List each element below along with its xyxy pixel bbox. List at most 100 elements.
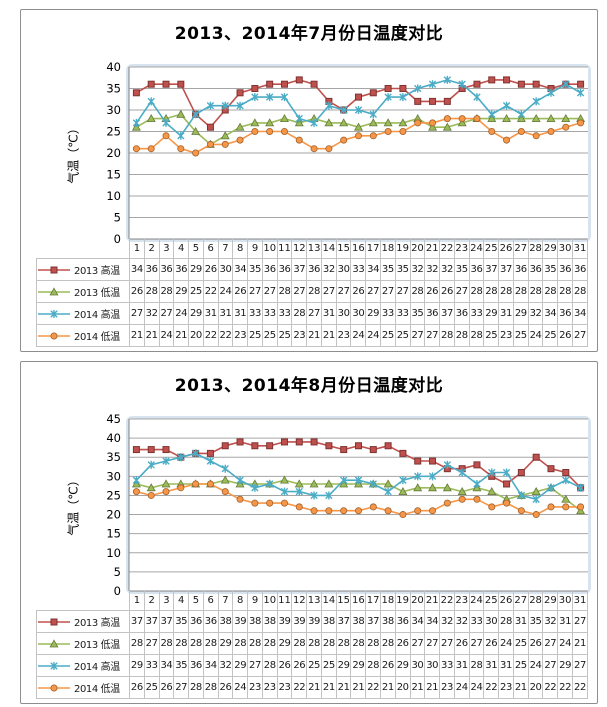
marker-square [577, 80, 585, 88]
value-cell: 28 [483, 280, 500, 303]
data-table: 1 2 3 4 5 6 7 8 9 10 11 12 13 14 15 16 17 18 19 20 21 22 23 24 2… [36, 238, 589, 347]
marker-circle [443, 499, 451, 507]
marker-triangle [146, 483, 156, 492]
table-row: 2014 低温 26 25 26 27 28 28 26 24 23 23 23 22 21 21 21 21 2… [36, 676, 589, 699]
day-header-cell: 9 [247, 238, 263, 259]
marker-circle [577, 119, 585, 127]
chart-panel-july: 2013、2014年7月份日温度对比 气温（℃） 0 5 10 15 20 25 30 35 4… [20, 9, 598, 352]
marker-circle [547, 503, 555, 511]
marker-circle [50, 684, 58, 691]
value-cell: 36 [527, 258, 544, 281]
legend-cell: 2013 高温 [36, 258, 130, 281]
value-cell: 23 [291, 324, 308, 347]
marker-triangle [546, 113, 556, 122]
marker-square [310, 80, 318, 88]
marker-square [295, 438, 303, 446]
marker-asterisk [177, 131, 185, 140]
marker-circle [132, 145, 140, 153]
marker-circle [340, 136, 348, 144]
y-tick-label: 30 [106, 469, 121, 483]
value-cell: 28 [365, 654, 382, 677]
value-cell: 31 [557, 610, 573, 633]
value-cell: 28 [158, 280, 175, 303]
value-cell: 22 [557, 676, 573, 699]
value-cell: 29 [129, 654, 145, 677]
marker-square [355, 93, 362, 101]
value-cell: 26 [527, 632, 544, 655]
value-cell: 31 [217, 302, 234, 325]
value-cell: 28 [498, 280, 514, 303]
value-cell: 28 [232, 632, 249, 655]
marker-square [50, 618, 58, 625]
value-cell: 35 [394, 258, 411, 281]
value-cell: 31 [232, 302, 249, 325]
marker-triangle [368, 118, 378, 127]
value-cell: 33 [261, 302, 278, 325]
day-header-cell: 21 [424, 590, 441, 611]
marker-square [147, 80, 155, 88]
marker-circle [384, 507, 392, 515]
value-cell: 35 [542, 258, 559, 281]
day-header-cell: 7 [217, 590, 234, 611]
day-header-cell: 31 [571, 590, 589, 611]
marker-triangle [294, 479, 304, 488]
marker-circle [369, 503, 377, 511]
marker-square [532, 453, 540, 461]
marker-square [414, 97, 422, 105]
marker-circle [503, 136, 511, 144]
marker-triangle [561, 113, 571, 122]
day-header-cell: 2 [143, 590, 160, 611]
day-header-cell: 29 [542, 238, 559, 259]
value-cell: 29 [276, 632, 293, 655]
marker-asterisk [50, 661, 58, 670]
marker-asterisk [339, 476, 348, 485]
marker-triangle [279, 113, 289, 122]
value-cell: 36 [424, 302, 441, 325]
value-cell: 32 [143, 302, 160, 325]
legend-key-icon [38, 638, 70, 647]
value-cell: 24 [527, 654, 544, 677]
value-cell: 29 [217, 632, 234, 655]
value-cell: 21 [409, 676, 426, 699]
marker-square [355, 442, 362, 450]
value-cell: 25 [306, 654, 322, 677]
marker-triangle [339, 118, 349, 127]
marker-triangle [383, 479, 393, 488]
marker-triangle [354, 122, 363, 131]
value-cell: 21 [306, 324, 322, 347]
y-tick-label: 10 [106, 546, 121, 560]
series-name: 2014 低温 [74, 332, 120, 343]
marker-circle [458, 115, 466, 123]
value-cell: 36 [557, 302, 573, 325]
value-cell: 21 [129, 324, 145, 347]
marker-asterisk [532, 97, 540, 106]
series-name: 2014 高温 [74, 662, 120, 673]
value-cell: 32 [320, 258, 337, 281]
legend-key-icon [38, 286, 70, 295]
marker-circle [443, 115, 451, 123]
value-cell: 33 [247, 302, 263, 325]
value-cell: 25 [188, 280, 204, 303]
day-header-row: 1 2 3 4 5 6 7 8 9 10 11 12 13 14 15 16 17 18 19 20 21 22 23 24 2… [36, 590, 589, 611]
marker-circle [399, 128, 407, 136]
day-header-cell: 24 [468, 238, 485, 259]
value-cell: 25 [261, 324, 278, 347]
marker-triangle [428, 483, 438, 492]
value-cell: 28 [202, 676, 219, 699]
legend-key-icon [38, 684, 70, 691]
marker-asterisk [576, 88, 585, 97]
value-cell: 35 [173, 610, 190, 633]
table-row: 2013 低温 26 28 28 29 25 22 24 26 27 27 28 27 28 27 27 26 2… [36, 280, 589, 303]
day-header-cell: 2 [143, 238, 160, 259]
value-cell: 29 [335, 654, 352, 677]
day-header-cell: 13 [306, 590, 322, 611]
marker-square [532, 80, 540, 88]
marker-triangle [265, 118, 275, 127]
marker-asterisk [488, 468, 496, 477]
value-cell: 21 [335, 676, 352, 699]
day-header-cell: 28 [527, 590, 544, 611]
value-cell: 23 [247, 676, 263, 699]
marker-asterisk [280, 487, 289, 496]
marker-circle [251, 499, 259, 507]
value-cell: 34 [365, 258, 382, 281]
